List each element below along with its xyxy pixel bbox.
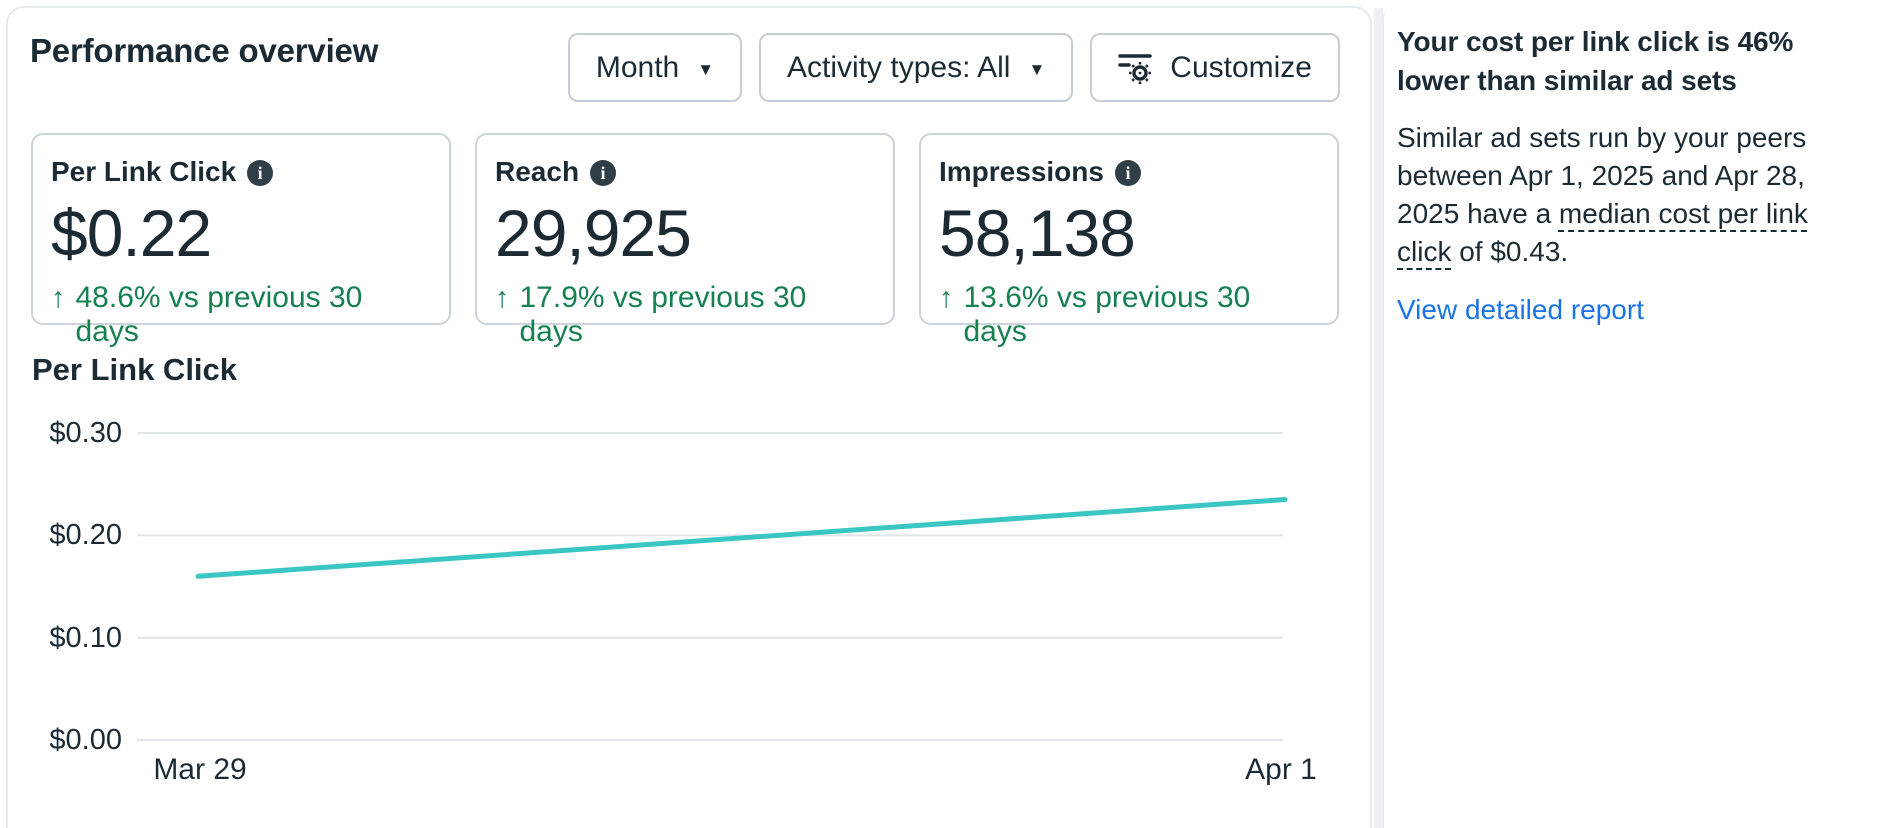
info-icon[interactable]: i — [1114, 159, 1141, 186]
metric-delta-text: 17.9% vs previous 30 days — [519, 281, 807, 348]
insight-body: Similar ad sets run by your peers betwee… — [1397, 119, 1862, 271]
y-axis-tick-label: $0.10 — [49, 621, 122, 654]
customize-settings-icon — [1118, 51, 1152, 85]
page-title: Performance overview — [30, 32, 379, 69]
x-axis-tick-label: Mar 29 — [153, 753, 247, 786]
metric-value: 58,138 — [939, 196, 1136, 270]
metric-label: Reach — [495, 156, 580, 187]
info-icon[interactable]: i — [247, 159, 274, 186]
metric-value: 29,925 — [495, 196, 692, 270]
activity-types-label: Activity types: All — [787, 50, 1011, 84]
chart-gridlines — [137, 432, 1283, 741]
header-controls: Month ▼ Activity types: All ▼ — [567, 33, 1340, 102]
metric-cards-row: Per Link Click i $0.22 ↑ 48.6% vs previo… — [31, 133, 1339, 348]
y-axis-tick-label: $0.20 — [49, 519, 122, 552]
insight-panel — [1383, 6, 1880, 828]
trend-up-arrow-icon: ↑ — [51, 282, 66, 314]
metric-label: Per Link Click — [51, 156, 237, 187]
metric-value: $0.22 — [51, 196, 212, 270]
metric-card-per-link-click: Per Link Click i $0.22 ↑ 48.6% vs previo… — [31, 133, 451, 348]
metric-card-reach: Reach i 29,925 ↑ 17.9% vs previous 30 da… — [475, 133, 895, 348]
x-axis-tick-label: Apr 1 — [1245, 753, 1317, 786]
month-dropdown-label: Month — [595, 50, 680, 84]
insight-content: Your cost per link click is 46% lower th… — [1397, 22, 1862, 328]
chart-line — [195, 497, 1288, 579]
activity-types-dropdown[interactable]: Activity types: All ▼ — [759, 33, 1074, 102]
insight-body-text: of $0.43. — [1451, 236, 1569, 267]
info-icon[interactable]: i — [590, 159, 617, 186]
y-axis-tick-label: $0.00 — [49, 724, 122, 756]
panel-divider — [1374, 8, 1383, 828]
y-axis-tick-label: $0.30 — [49, 417, 122, 449]
customize-button[interactable]: Customize — [1090, 33, 1340, 102]
metric-delta-text: 48.6% vs previous 30 days — [75, 281, 363, 348]
per-link-click-line-chart — [137, 432, 1288, 741]
chevron-down-icon: ▼ — [1028, 59, 1046, 79]
customize-label: Customize — [1170, 50, 1312, 84]
metric-label: Impressions — [939, 156, 1104, 187]
insight-heading: Your cost per link click is 46% lower th… — [1397, 26, 1794, 96]
chart-title: Per Link Click — [32, 352, 238, 387]
month-dropdown[interactable]: Month ▼ — [567, 33, 743, 102]
trend-up-arrow-icon: ↑ — [939, 282, 954, 314]
trend-up-arrow-icon: ↑ — [495, 282, 510, 314]
insight-body-text: Similar ad sets run by your peers betwee… — [1397, 122, 1807, 229]
view-detailed-report-link[interactable]: View detailed report — [1397, 294, 1644, 325]
metric-card-impressions: Impressions i 58,138 ↑ 13.6% vs previous… — [919, 133, 1339, 348]
metric-delta-text: 13.6% vs previous 30 days — [963, 281, 1251, 348]
chevron-down-icon: ▼ — [697, 59, 715, 79]
median-cost-term[interactable]: median cost per link click — [1397, 198, 1808, 267]
